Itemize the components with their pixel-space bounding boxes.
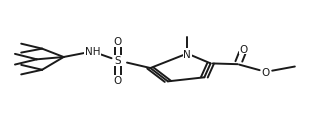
Text: O: O xyxy=(262,67,270,77)
Text: S: S xyxy=(115,56,121,66)
Text: O: O xyxy=(240,44,248,54)
Text: O: O xyxy=(114,76,122,85)
Text: N: N xyxy=(183,49,191,59)
Text: NH: NH xyxy=(85,47,100,57)
Text: O: O xyxy=(114,37,122,47)
